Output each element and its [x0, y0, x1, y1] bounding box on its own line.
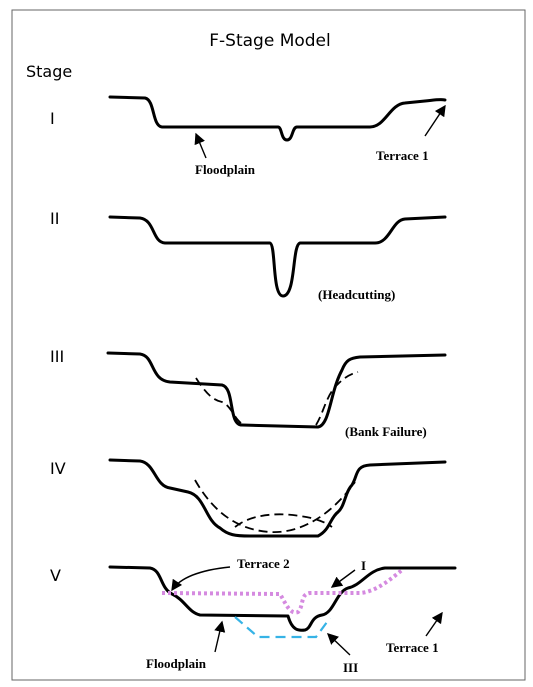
annotation: (Bank Failure) — [345, 424, 427, 439]
stage-label: I — [50, 109, 55, 128]
diagram: F-Stage Model Stage I II III IV V Floodp… — [0, 0, 533, 687]
title: F-Stage Model — [209, 31, 330, 51]
stage-label: II — [50, 209, 59, 228]
stage-label: III — [50, 347, 64, 366]
annotation: I — [361, 558, 366, 573]
frame — [12, 10, 525, 680]
annotation: (Headcutting) — [318, 287, 395, 302]
annotation: Floodplain — [195, 162, 256, 177]
annotation: Terrace 1 — [386, 640, 439, 655]
annotation: Terrace 1 — [376, 148, 429, 163]
annotation: Floodplain — [146, 656, 207, 671]
annotation: Terrace 2 — [237, 556, 290, 571]
stage-label: IV — [50, 459, 66, 478]
annotation: III — [343, 660, 358, 675]
stage-header: Stage — [26, 62, 72, 81]
stage-label: V — [50, 566, 61, 585]
